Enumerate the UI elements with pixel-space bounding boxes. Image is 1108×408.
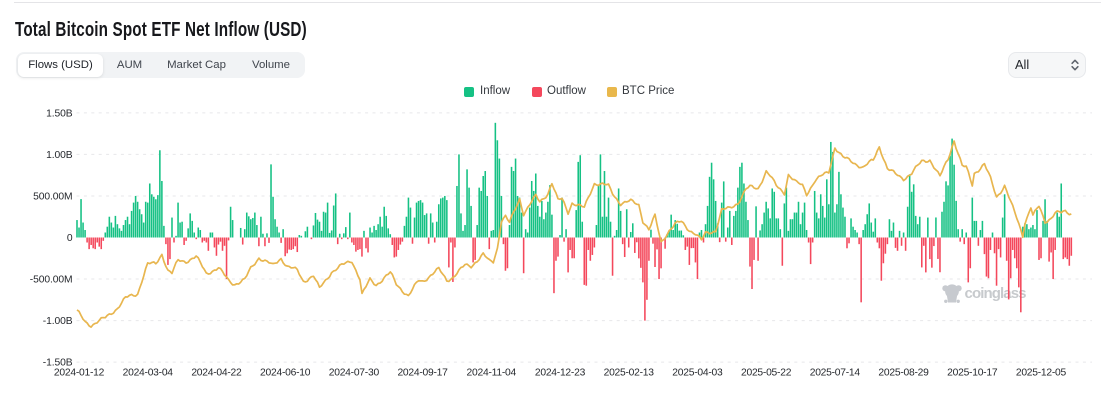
svg-text:2024-01-12: 2024-01-12 — [54, 368, 105, 379]
svg-text:-500.00M: -500.00M — [30, 275, 73, 286]
svg-text:2024-12-23: 2024-12-23 — [535, 368, 586, 379]
svg-text:2025-05-22: 2025-05-22 — [741, 368, 792, 379]
svg-text:2025-07-14: 2025-07-14 — [810, 368, 861, 379]
svg-text:2024-11-04: 2024-11-04 — [467, 368, 517, 379]
svg-text:-1.50B: -1.50B — [43, 358, 73, 369]
svg-text:2025-08-29: 2025-08-29 — [878, 368, 929, 379]
svg-text:1.50B: 1.50B — [46, 108, 73, 119]
svg-text:1.00B: 1.00B — [46, 150, 73, 161]
svg-text:coinglass: coinglass — [965, 285, 1027, 302]
svg-text:0: 0 — [67, 233, 73, 244]
svg-text:-1.00B: -1.00B — [43, 316, 73, 327]
svg-text:2025-12-05: 2025-12-05 — [1016, 368, 1067, 379]
svg-text:2024-07-30: 2024-07-30 — [329, 368, 380, 379]
svg-text:2024-09-17: 2024-09-17 — [397, 368, 448, 379]
svg-text:2025-02-13: 2025-02-13 — [604, 368, 655, 379]
svg-text:2025-04-03: 2025-04-03 — [672, 368, 723, 379]
svg-text:2025-10-17: 2025-10-17 — [947, 368, 998, 379]
svg-text:2024-03-04: 2024-03-04 — [123, 368, 174, 379]
svg-text:2024-06-10: 2024-06-10 — [260, 368, 311, 379]
svg-text:2024-04-22: 2024-04-22 — [191, 368, 242, 379]
svg-text:500.00M: 500.00M — [33, 191, 72, 202]
